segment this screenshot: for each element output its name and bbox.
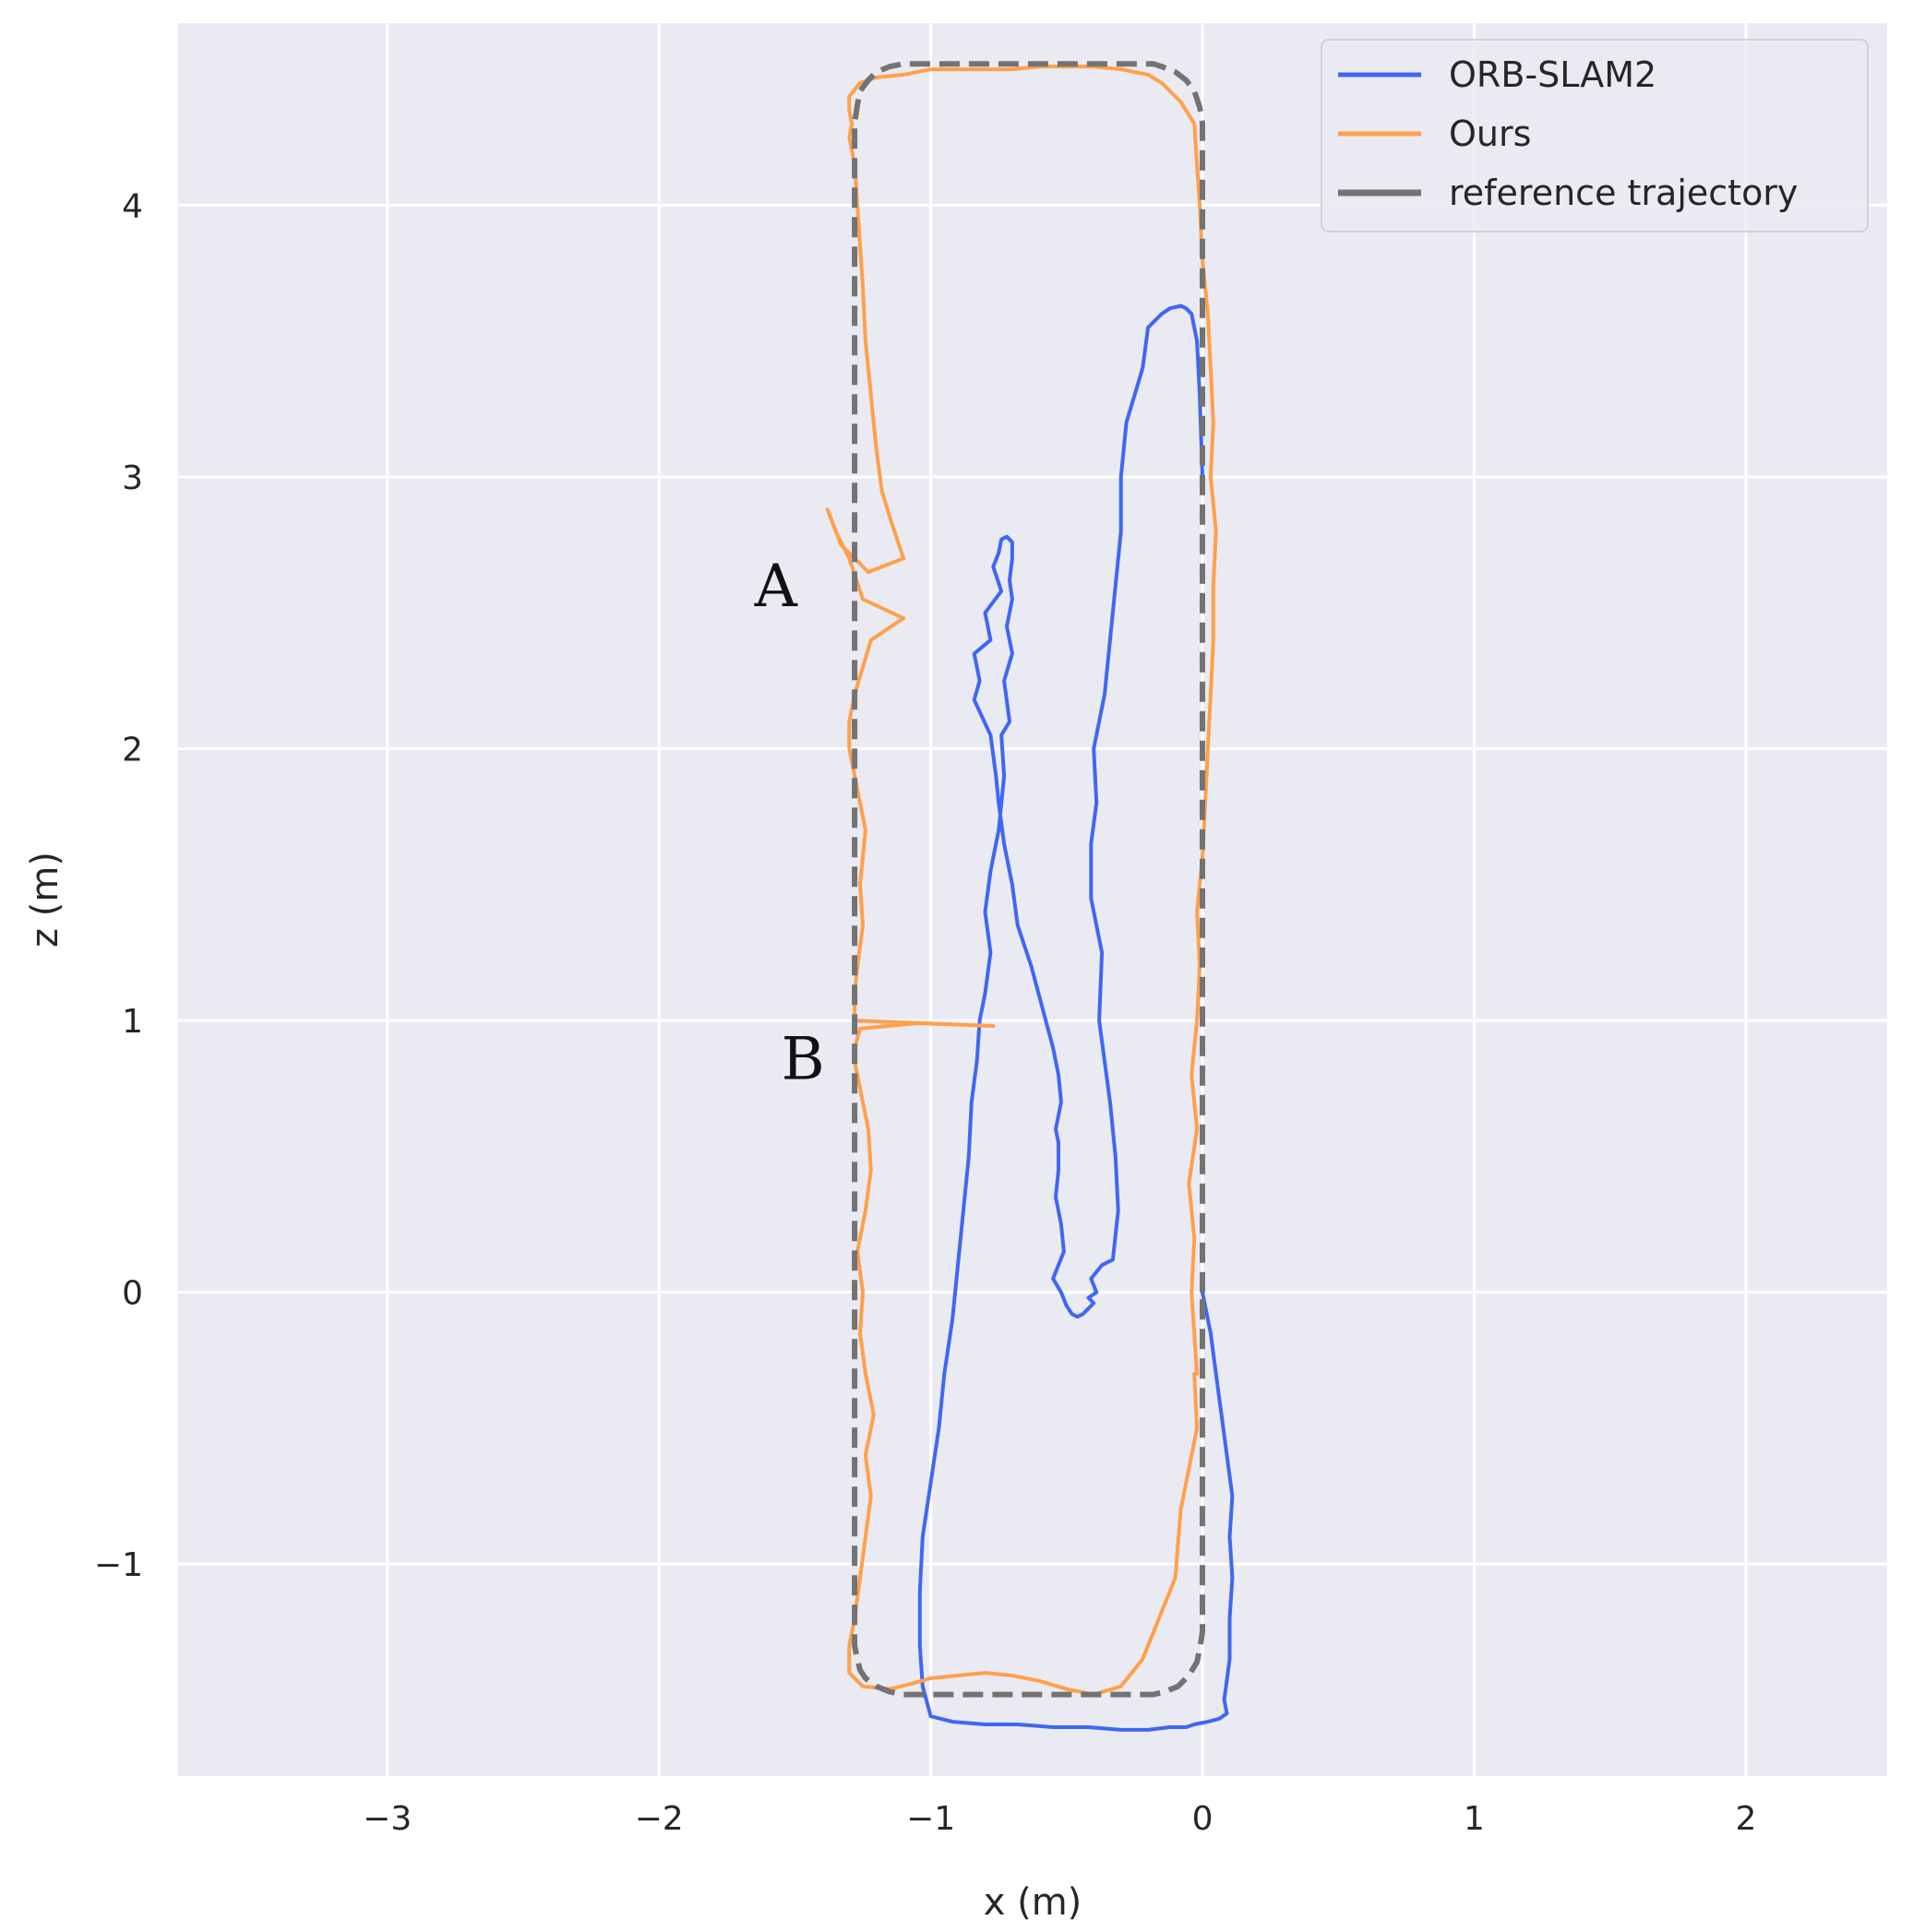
x-tick-label: 0 <box>1192 1800 1214 1838</box>
annotation-label: B <box>782 1025 825 1093</box>
series-line-0 <box>917 304 1235 1732</box>
legend-frame <box>1321 39 1869 233</box>
tick-labels: −3 −2 −1 0 1 2 −1 0 1 2 3 4 <box>94 187 1756 1838</box>
legend-entry: reference trajectory <box>1449 173 1798 213</box>
x-tick-label: −2 <box>635 1800 684 1838</box>
annotation-layer: AB <box>754 553 825 1094</box>
legend-entry: Ours <box>1449 113 1531 154</box>
x-axis-label: x (m) <box>984 1881 1082 1924</box>
grid-lines <box>178 23 1887 1776</box>
x-tick-label: 1 <box>1464 1800 1485 1838</box>
legend: ORB-SLAM2 Ours reference trajectory <box>1321 39 1869 233</box>
series-layer <box>825 61 1235 1732</box>
series-line-1 <box>825 65 1218 1697</box>
x-tick-label: −3 <box>363 1800 412 1838</box>
series-line-2 <box>852 61 1205 1698</box>
x-tick-label: −1 <box>906 1800 955 1838</box>
legend-entry: ORB-SLAM2 <box>1449 54 1656 95</box>
y-tick-label: 2 <box>122 732 143 769</box>
y-axis-label: z (m) <box>24 852 66 948</box>
annotation-label: A <box>754 553 798 621</box>
y-tick-label: 4 <box>122 187 143 225</box>
y-tick-label: 0 <box>122 1275 143 1313</box>
plot-background <box>178 23 1887 1776</box>
y-tick-label: 1 <box>122 1003 143 1041</box>
x-tick-label: 2 <box>1735 1800 1756 1838</box>
y-tick-label: 3 <box>122 459 143 497</box>
y-tick-label: −1 <box>94 1546 143 1584</box>
